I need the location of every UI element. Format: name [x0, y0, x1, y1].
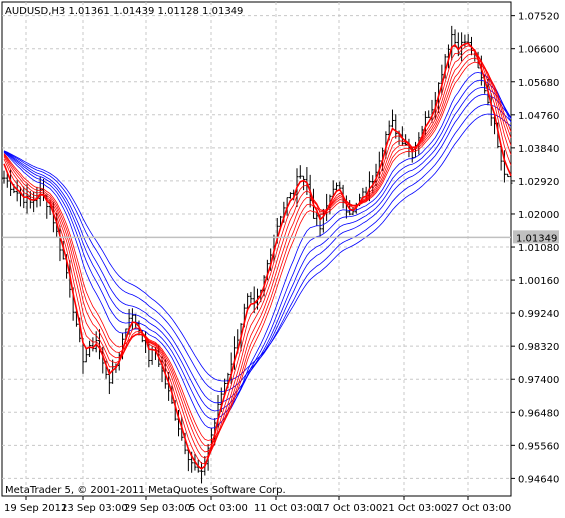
chart-grid — [2, 2, 511, 496]
price-tick-label: 0.94640 — [518, 474, 559, 485]
slow-moving-averages — [3, 72, 512, 429]
time-tick-label: 21 Oct 03:00 — [382, 503, 447, 514]
time-tick-label: 5 Oct 03:00 — [189, 503, 248, 514]
price-axis: 1.07520 1.06600 1.05680 1.04760 1.03840 1.029… — [511, 12, 559, 485]
price-tick-label: 1.06600 — [518, 45, 559, 56]
price-tick-label: 1.02000 — [518, 210, 559, 221]
fast-moving-averages — [3, 42, 512, 470]
price-tick-label: 1.00160 — [518, 276, 559, 287]
current-price-tag-background — [513, 230, 559, 244]
price-tick-label: 0.98320 — [518, 342, 559, 353]
copyright-label: MetaTrader 5, © 2001-2011 MetaQuotes Sof… — [5, 485, 286, 496]
price-tick-label: 1.03840 — [518, 144, 559, 155]
moving-average-line — [3, 57, 512, 447]
price-tick-label: 1.07520 — [518, 12, 559, 23]
price-tick-label: 0.97400 — [518, 375, 559, 386]
symbol-info-label: AUDUSD,H3 1.01361 1.01439 1.01128 1.0134… — [5, 6, 243, 17]
moving-average-line — [3, 79, 512, 420]
price-tick-label: 0.96480 — [518, 408, 559, 419]
time-tick-label: 23 Sep 03:00 — [61, 503, 128, 514]
time-tick-label: 29 Sep 03:00 — [124, 503, 191, 514]
moving-average-line — [3, 49, 512, 459]
price-tick-label: 0.99240 — [518, 309, 559, 320]
moving-average-line — [3, 45, 512, 464]
price-tick-label: 1.02920 — [518, 177, 559, 188]
price-tick-label: 1.01080 — [518, 243, 559, 254]
moving-average-line — [3, 72, 512, 429]
price-tick-label: 1.05680 — [518, 78, 559, 89]
current-price-label: 1.01349 — [516, 233, 557, 244]
moving-average-line — [3, 61, 512, 441]
price-tick-label: 0.95560 — [518, 441, 559, 452]
plot-area[interactable] — [1, 1, 512, 497]
moving-average-line — [3, 113, 512, 382]
time-tick-label: 19 Sep 2011 — [4, 503, 67, 514]
moving-average-line — [3, 53, 512, 453]
time-tick-label: 11 Oct 03:00 — [254, 503, 319, 514]
moving-average-line — [3, 42, 512, 470]
time-tick-label: 17 Oct 03:00 — [317, 503, 382, 514]
current-price-tag: 1.01349 — [513, 230, 559, 244]
price-tick-label: 1.04760 — [518, 111, 559, 122]
moving-average-line — [3, 87, 512, 412]
time-tick-label: 27 Oct 03:00 — [446, 503, 511, 514]
